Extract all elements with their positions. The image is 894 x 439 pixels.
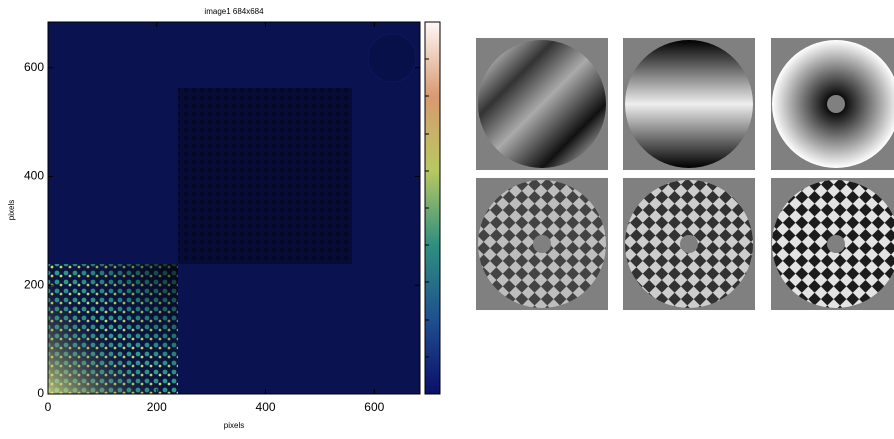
y-tick-label: 400 xyxy=(24,169,44,183)
x-tick-label: 200 xyxy=(147,400,167,414)
y-tick-label: 600 xyxy=(24,60,44,74)
y-tick-label: 200 xyxy=(24,277,44,291)
image xyxy=(48,22,420,394)
chart-title: image1 684x684 xyxy=(204,7,264,16)
x-tick-label: 400 xyxy=(256,400,276,414)
colorbar xyxy=(425,22,440,394)
panel-grid xyxy=(476,38,894,310)
y-axis-label: pixels xyxy=(7,200,16,220)
x-tick-label: 0 xyxy=(45,400,52,414)
x-tick-label: 600 xyxy=(364,400,384,414)
page: image1 684x684 0 200 400 600 0 200 400 600 pixe… xyxy=(0,0,894,434)
x-axis-label: pixels xyxy=(224,421,244,430)
y-tick-label: 0 xyxy=(37,386,44,400)
